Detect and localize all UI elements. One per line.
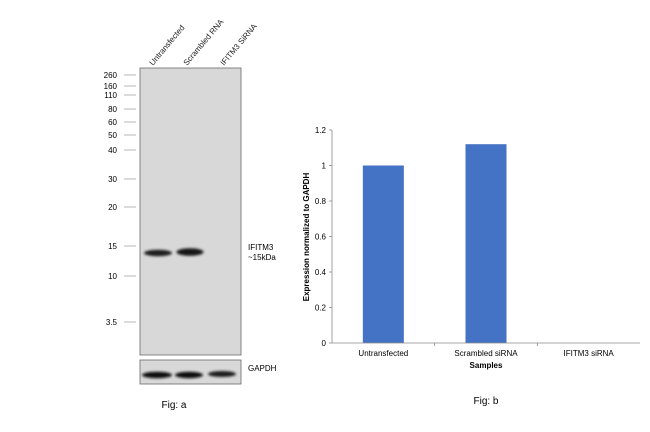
bar-chart-panel: 0 0.2 0.4 0.6 0.8 1 1.2 Untransfected Scrambled… <box>302 126 640 407</box>
mw-marker-80: 80 <box>108 105 117 114</box>
mw-marker-50: 50 <box>108 131 117 140</box>
mw-marker-40: 40 <box>108 146 117 155</box>
gapdh-band-ifitm3 <box>208 371 236 377</box>
y-tick-label: 0 <box>322 339 327 348</box>
mw-marker-30: 30 <box>108 175 117 184</box>
caption-fig-b: Fig: b <box>473 396 498 407</box>
mw-marker-10: 10 <box>108 272 117 281</box>
gapdh-band-scrambled <box>175 371 203 379</box>
x-tick-label: IFITM3 siRNA <box>564 349 615 358</box>
mw-marker-15: 15 <box>108 242 117 251</box>
blot-band-untransfected <box>144 249 172 257</box>
bar <box>362 165 404 343</box>
bar <box>465 144 507 343</box>
mw-markers: 260 160 110 80 60 50 40 30 20 15 10 3.5 <box>104 71 136 327</box>
gapdh-label: GAPDH <box>248 364 277 373</box>
band-label-size: ~15kDa <box>248 253 276 262</box>
mw-marker-20: 20 <box>108 203 117 212</box>
gapdh-bands <box>142 371 236 379</box>
y-tick-label: 1 <box>322 162 327 171</box>
x-axis-title: Samples <box>470 361 503 370</box>
lane-label-untransfected: Untransfected <box>148 23 187 67</box>
band-label-ifitm3: IFITM3 <box>248 243 274 252</box>
mw-marker-3-5: 3.5 <box>106 318 118 327</box>
y-tick-label: 0.2 <box>315 304 327 313</box>
mw-marker-260: 260 <box>104 71 118 80</box>
x-tick-label: Scrambled siRNA <box>454 349 518 358</box>
x-tick-label: Untransfected <box>358 349 408 358</box>
mw-marker-60: 60 <box>108 118 117 127</box>
x-axis-tick-labels: Untransfected Scrambled siRNA IFITM3 siRNA <box>358 349 614 358</box>
blot-membrane <box>139 67 242 356</box>
western-blot-panel: Untransfected Scrambled RNA IFITM3 SiRNA… <box>104 17 277 411</box>
lane-label-ifitm3-sirna: IFITM3 SiRNA <box>219 21 259 67</box>
y-tick-label: 1.2 <box>315 126 327 135</box>
y-tick-label: 0.8 <box>315 197 327 206</box>
y-axis-ticks: 0 0.2 0.4 0.6 0.8 1 1.2 <box>315 126 332 348</box>
blot-band-scrambled <box>176 248 204 256</box>
mw-marker-160: 160 <box>104 82 118 91</box>
y-tick-label: 0.4 <box>315 268 327 277</box>
bars <box>362 144 538 346</box>
y-axis-title: Expression normalized to GAPDH <box>302 173 311 302</box>
gapdh-band-untransfected <box>142 371 172 379</box>
mw-marker-110: 110 <box>104 91 117 100</box>
ifitm3-bands <box>144 248 204 257</box>
y-tick-label: 0.6 <box>315 233 327 242</box>
caption-fig-a: Fig: a <box>161 400 186 411</box>
